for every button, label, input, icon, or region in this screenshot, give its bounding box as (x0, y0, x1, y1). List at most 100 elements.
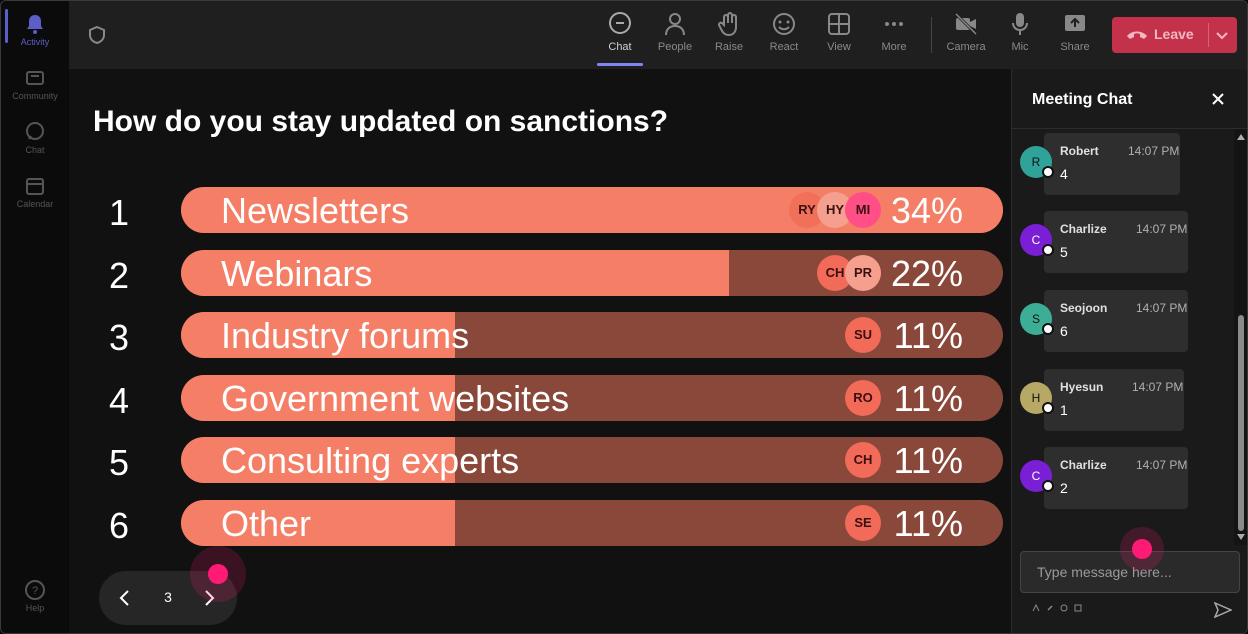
option-number: 6 (109, 505, 130, 546)
chat-icon (26, 122, 44, 140)
voter-avatar: RO (845, 380, 881, 416)
voter-avatar: SU (845, 317, 881, 353)
close-icon[interactable] (1210, 91, 1226, 107)
toolbar-mic-button[interactable]: Mic (995, 11, 1045, 53)
toolbar-chat-button[interactable]: Chat (595, 11, 645, 53)
bell-icon (27, 15, 43, 34)
option-percent: 34% (890, 190, 963, 231)
option-bar-fill (181, 375, 455, 421)
toolbar-divider (931, 17, 932, 53)
rail-active-indicator (5, 9, 8, 43)
option-bar: Other SE 11% (181, 500, 1003, 546)
voter-avatars: SE (845, 505, 881, 541)
voter-avatar: PR (845, 255, 881, 291)
poll-question: How do you stay updated on sanctions? (93, 105, 669, 138)
presence-status (1042, 244, 1054, 256)
rail-item-chat[interactable]: Chat (1, 121, 69, 155)
option-label: Webinars (221, 253, 373, 294)
chat-icon (609, 12, 631, 34)
voter-avatars: CH PR (817, 255, 881, 291)
toolbar-share-button[interactable]: Share (1050, 11, 1100, 53)
poll-results: How do you stay updated on sanctions? 1 N… (69, 69, 1011, 633)
message-time: 14:07 PM (1132, 380, 1184, 394)
svg-text:?: ? (32, 585, 38, 597)
community-icon (26, 71, 44, 85)
voter-avatar: MI (845, 192, 881, 228)
calendar-icon (26, 178, 44, 195)
chevron-down-icon[interactable] (1215, 28, 1229, 42)
chat-divider (1012, 128, 1247, 129)
option-percent: 11% (893, 378, 963, 419)
voter-avatar: SE (845, 505, 881, 541)
rail-item-community[interactable]: Community (1, 67, 69, 101)
shield-icon[interactable] (87, 25, 107, 45)
option-bar: Government websites RO 11% (181, 375, 1003, 421)
leave-divider (1208, 23, 1209, 47)
voter-avatars: CH (845, 442, 881, 478)
scroll-down-icon[interactable] (1237, 533, 1245, 541)
voter-avatars: RY HY MI (789, 192, 881, 228)
option-bar: Consulting experts CH 11% (181, 437, 1003, 483)
rail-item-label: Calendar (16, 199, 54, 209)
toolbar-more-button[interactable]: More (869, 11, 919, 53)
toolbar-label: People (657, 41, 693, 53)
pointer-indicator (208, 564, 228, 584)
chat-scrollbar[interactable] (1234, 129, 1247, 545)
message-author: Charlize (1060, 458, 1107, 472)
format-icon[interactable] (1032, 604, 1040, 612)
attach-icon[interactable] (1046, 604, 1054, 612)
rail-item-activity[interactable]: Activity (1, 13, 69, 47)
option-number: 5 (109, 442, 130, 483)
option-label: Industry forums (221, 315, 470, 356)
option-bar-fill (181, 437, 455, 483)
option-bar: Newsletters RY HY MI 34% (181, 187, 1003, 233)
toolbar-label: React (769, 41, 799, 53)
raise-hand-icon (718, 12, 737, 37)
toolbar-label: Camera (946, 41, 986, 53)
scroll-thumb[interactable] (1238, 315, 1244, 531)
message-bubble (1044, 369, 1184, 431)
option-label: Government websites (221, 378, 570, 419)
toolbar-people-button[interactable]: People (650, 11, 700, 53)
option-percent: 22% (890, 253, 963, 294)
option-bar: Webinars CH PR 22% (181, 250, 1003, 296)
emoji-icon[interactable] (1060, 604, 1068, 612)
gif-icon[interactable] (1074, 604, 1082, 612)
toolbar-react-button[interactable]: React (759, 11, 809, 53)
poll-option-row: 5 Consulting experts CH 11% (69, 437, 1011, 485)
rail-item-calendar[interactable]: Calendar (1, 175, 69, 209)
toolbar-camera-button[interactable]: Camera (941, 11, 991, 53)
option-bar-fill (181, 312, 455, 358)
send-icon[interactable] (1214, 601, 1232, 619)
toolbar-view-button[interactable]: View (814, 11, 864, 53)
meeting-chat-panel: Meeting Chat R Robert 14:07 PM 4 C Charlize 14… (1011, 69, 1247, 633)
poll-option-row: 4 Government websites RO 11% (69, 375, 1011, 423)
chat-message-input[interactable] (1020, 551, 1240, 593)
voter-avatar: CH (845, 442, 881, 478)
presence-status (1042, 323, 1054, 335)
message-bubble (1044, 447, 1188, 509)
presence-status (1042, 166, 1054, 178)
option-percent: 11% (893, 315, 963, 356)
option-label: Consulting experts (221, 440, 520, 481)
chat-message: H Hyesun 14:07 PM 1 (1020, 369, 1200, 433)
active-tab-indicator (597, 63, 643, 66)
chevron-left-icon[interactable] (115, 588, 135, 608)
voter-avatars: RO (845, 380, 881, 416)
option-label: Other (221, 503, 312, 544)
camera-off-icon (954, 12, 978, 36)
toolbar-raise-button[interactable]: Raise (704, 11, 754, 53)
poll-option-row: 3 Industry forums SU 11% (69, 312, 1011, 360)
message-text: 4 (1060, 166, 1068, 182)
toolbar-label: Share (1060, 41, 1090, 53)
chevron-right-icon[interactable] (199, 588, 219, 608)
pointer-indicator (1132, 539, 1152, 559)
option-number: 3 (109, 317, 130, 358)
leave-button[interactable]: Leave (1112, 17, 1237, 53)
message-author: Robert (1060, 144, 1099, 158)
scroll-up-icon[interactable] (1237, 133, 1245, 141)
voter-avatars: SU (845, 317, 881, 353)
option-number: 2 (109, 255, 130, 296)
react-icon (773, 13, 795, 35)
rail-item-help[interactable]: ? Help (1, 579, 69, 613)
